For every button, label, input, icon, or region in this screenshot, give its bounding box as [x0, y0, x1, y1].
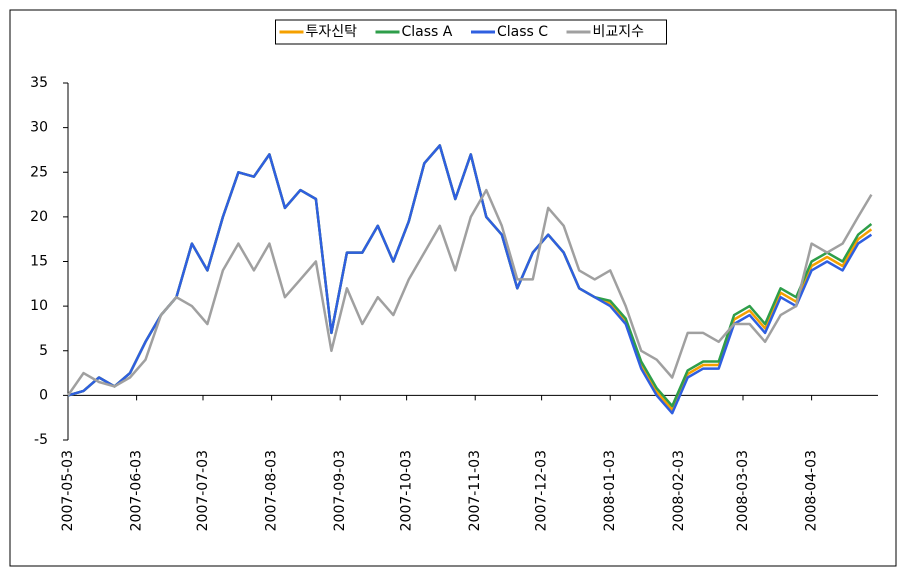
x-tick-label: 2007-08-03 [264, 450, 280, 531]
legend-label: 투자신탁 [306, 24, 358, 40]
y-tick-label: 30 [30, 120, 48, 136]
x-tick-label: 2008-04-03 [804, 450, 820, 531]
x-tick-label: 2007-07-03 [195, 450, 211, 531]
x-tick-label: 2008-02-03 [671, 450, 687, 531]
y-tick-label: -5 [34, 432, 48, 448]
y-tick-label: 25 [30, 164, 48, 180]
legend-label: Class C [497, 24, 548, 40]
chart-border [9, 9, 897, 567]
y-tick-label: 35 [30, 75, 48, 91]
y-tick-label: 5 [39, 343, 48, 359]
x-tick-label: 2008-03-03 [735, 450, 751, 531]
x-tick-label: 2007-06-03 [129, 450, 145, 531]
x-tick-label: 2007-09-03 [332, 450, 348, 531]
y-tick-label: 20 [30, 209, 48, 225]
x-tick-label: 2007-12-03 [534, 450, 550, 531]
legend-label: 비교지수 [593, 24, 645, 40]
x-tick-label: 2007-05-03 [60, 450, 76, 531]
series-line [67, 144, 873, 415]
y-tick-label: 0 [39, 387, 48, 403]
x-tick-label: 2008-01-03 [602, 450, 618, 531]
y-tick-label: 15 [30, 254, 48, 270]
x-tick-label: 2007-11-03 [467, 450, 483, 531]
x-tick-label: 2007-10-03 [399, 450, 415, 531]
series-line [66, 188, 873, 397]
y-tick-label: 10 [30, 298, 48, 314]
legend-label: Class A [402, 24, 453, 40]
